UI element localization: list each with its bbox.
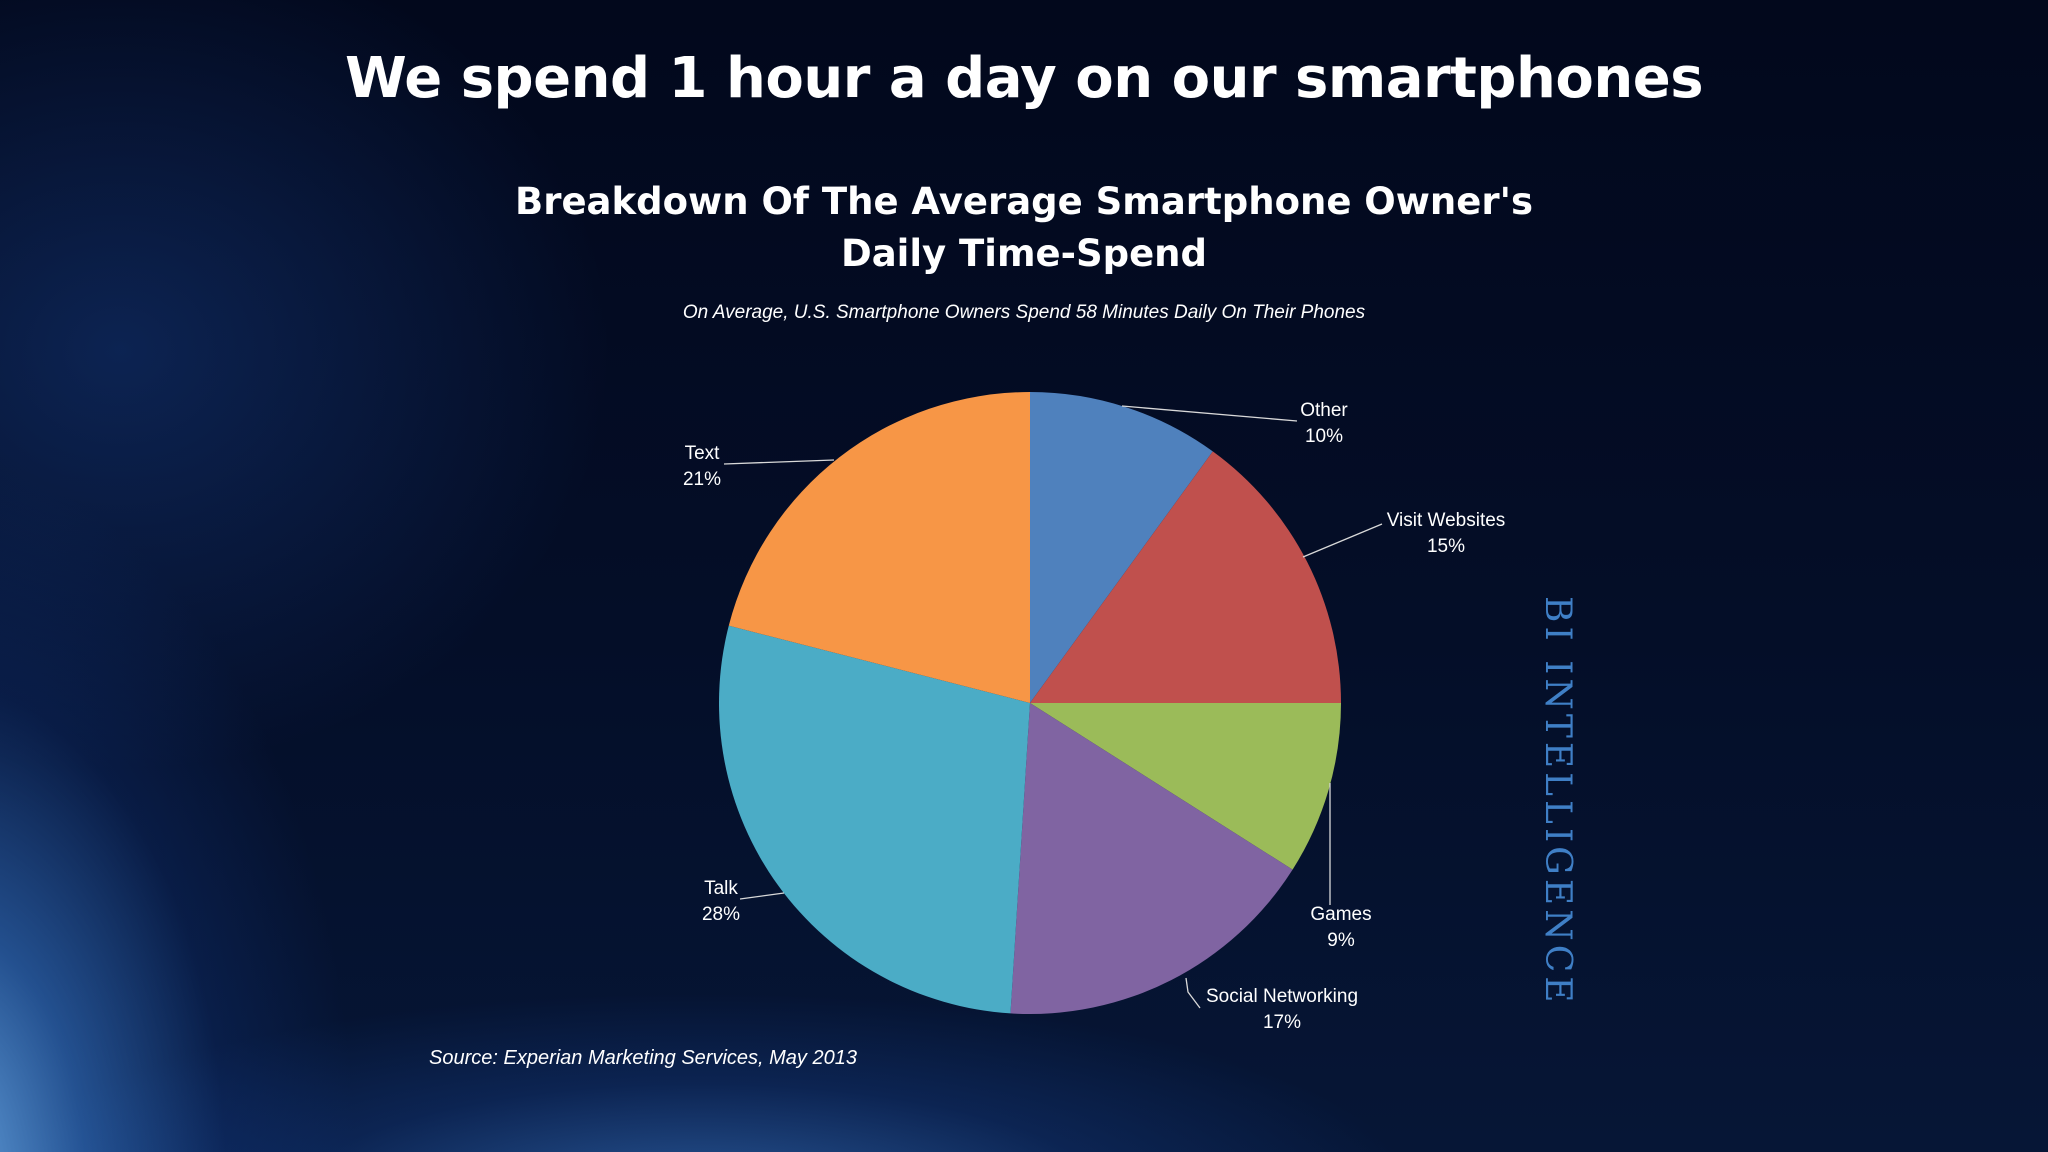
slice-value-games: 9% <box>1327 930 1355 951</box>
chart-title: Breakdown Of The Average Smartphone Owne… <box>474 176 1574 280</box>
slice-label-games: Games <box>1310 904 1371 925</box>
leader-line-talk <box>739 892 785 900</box>
bi-intelligence-logo: BI INTELLIGENCE <box>1537 596 1578 1007</box>
slice-value-text: 21% <box>683 469 721 490</box>
slide-title: We spend 1 hour a day on our smartphones <box>344 46 1704 111</box>
slice-label-text: Text <box>685 443 721 464</box>
slice-value-visit-websites: 15% <box>1427 536 1465 557</box>
chart-title-line-2: Daily Time-Spend <box>840 232 1208 275</box>
pie-slice-visit-websites <box>1030 451 1341 703</box>
slice-value-talk: 28% <box>702 904 740 925</box>
leader-line-visit-websites <box>1302 523 1383 558</box>
leader-line-text <box>723 459 835 465</box>
pie-slice-talk <box>718 625 1030 1014</box>
pie-slice-social-networking <box>1010 703 1293 1015</box>
slice-value-social-networking: 17% <box>1263 1012 1301 1033</box>
slice-label-visit-websites: Visit Websites <box>1387 510 1506 531</box>
chart-title-line-1: Breakdown Of The Average Smartphone Owne… <box>515 180 1533 223</box>
leader-line-social-networking <box>1185 977 1201 1009</box>
slice-label-social-networking: Social Networking <box>1206 986 1358 1007</box>
slice-label-other: Other <box>1300 400 1348 421</box>
pie-slice-text <box>728 392 1030 703</box>
pie-slice-other <box>1030 392 1213 703</box>
leader-line-other <box>1121 405 1298 422</box>
slice-value-other: 10% <box>1305 426 1343 447</box>
slice-label-talk: Talk <box>704 878 738 899</box>
source-note: Source: Experian Marketing Services, May… <box>429 1047 857 1069</box>
pie-slice-games <box>1030 703 1341 870</box>
chart-subtitle: On Average, U.S. Smartphone Owners Spend… <box>682 302 1366 323</box>
